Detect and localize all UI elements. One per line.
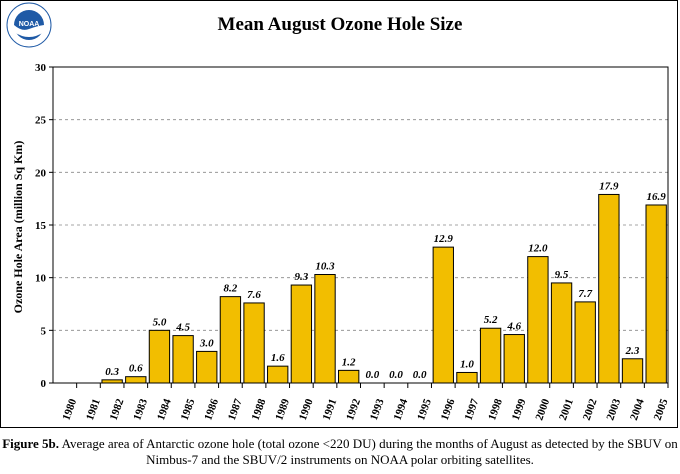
data-label: 8.2 xyxy=(224,283,238,295)
x-tick-label: 1993 xyxy=(368,397,387,422)
x-tick-label: 1994 xyxy=(392,397,411,422)
x-tick-label: 1982 xyxy=(108,397,127,422)
y-tick-label: 15 xyxy=(35,220,47,232)
caption-text: Average area of Antarctic ozone hole (to… xyxy=(61,436,678,467)
x-tick-label: 1985 xyxy=(179,397,198,422)
x-tick-label: 2002 xyxy=(581,397,600,422)
bar xyxy=(527,256,549,384)
data-label: 17.9 xyxy=(599,180,619,192)
data-label: 12.0 xyxy=(528,243,548,255)
x-tick-label: 1996 xyxy=(439,397,458,422)
data-label: 0.6 xyxy=(129,363,143,375)
data-label: 1.6 xyxy=(271,352,285,364)
bar xyxy=(338,369,360,384)
bars xyxy=(101,193,667,384)
x-tick-label: 2000 xyxy=(533,397,552,422)
x-tick-label: 2003 xyxy=(604,397,623,422)
x-tick-label: 1995 xyxy=(415,397,434,422)
bar xyxy=(621,358,644,384)
y-tick-label: 0 xyxy=(41,378,47,390)
bar xyxy=(314,274,336,384)
bar xyxy=(243,302,265,384)
bar xyxy=(196,350,218,384)
data-label: 0.0 xyxy=(413,369,427,381)
data-label: 0.3 xyxy=(105,366,119,378)
x-tick-label: 1989 xyxy=(273,397,292,422)
x-tick-label: 1992 xyxy=(344,397,363,422)
bar xyxy=(503,334,525,384)
bar xyxy=(290,284,313,384)
x-tick-label: 1998 xyxy=(486,397,505,422)
x-tick-label: 1983 xyxy=(131,397,150,422)
bar xyxy=(148,329,171,384)
grid-lines xyxy=(53,119,668,331)
bar xyxy=(267,365,289,384)
x-tick-label: 1986 xyxy=(202,397,221,422)
y-tick-label: 30 xyxy=(35,62,47,74)
data-label: 1.0 xyxy=(460,358,474,370)
bar xyxy=(598,193,620,384)
x-tick-label: 1981 xyxy=(84,397,103,422)
data-label: 5.2 xyxy=(484,314,498,326)
x-tick-label: 2001 xyxy=(557,397,576,422)
x-tick-label: 1999 xyxy=(510,397,529,422)
data-label: 2.3 xyxy=(625,345,640,357)
data-label: 10.3 xyxy=(315,261,335,273)
data-label: 9.5 xyxy=(555,269,569,281)
ozone-bar-chart: 0 5 10 15 20 25 30 1980 1981 1982 1983 1984 1985 1986… xyxy=(11,62,671,422)
x-tick-label: 1988 xyxy=(250,397,269,422)
x-tick-label: 1991 xyxy=(321,397,340,422)
bar xyxy=(219,296,242,384)
x-tick-label: 1980 xyxy=(60,397,79,422)
bar xyxy=(550,282,573,384)
data-label: 0.0 xyxy=(365,369,379,381)
bar xyxy=(172,335,194,384)
data-labels: 0.3 0.6 5.0 4.5 3.0 8.2 7.6 1.6 9.3 10.3 1.2 0.0 0.0… xyxy=(105,180,666,381)
x-tick-label: 1997 xyxy=(462,397,481,422)
bar xyxy=(574,301,596,384)
bar xyxy=(645,204,667,384)
x-tick-label: 1984 xyxy=(155,397,174,422)
y-tick-label: 5 xyxy=(41,325,47,337)
y-axis-label: Ozone Hole Area (million Sq Km) xyxy=(11,141,25,314)
noaa-logo: NOAA xyxy=(6,2,52,48)
data-label: 4.5 xyxy=(175,322,190,334)
logo-text: NOAA xyxy=(19,21,40,28)
data-label: 0.0 xyxy=(389,369,403,381)
data-label: 7.7 xyxy=(578,288,592,300)
data-label: 1.2 xyxy=(342,356,356,368)
x-tick-label: 1987 xyxy=(226,397,245,422)
x-tick-label: 1990 xyxy=(297,397,316,422)
chart-title: Mean August Ozone Hole Size xyxy=(217,14,463,35)
x-tick-label: 2004 xyxy=(628,397,647,422)
data-label: 5.0 xyxy=(153,316,167,328)
bar xyxy=(456,371,478,384)
data-label: 12.9 xyxy=(434,233,454,245)
bar xyxy=(432,246,454,384)
y-tick-label: 25 xyxy=(35,115,47,127)
data-label: 9.3 xyxy=(294,271,308,283)
x-tick-label: 2005 xyxy=(652,397,671,422)
y-tick-label: 10 xyxy=(35,273,47,285)
caption-label: Figure 5b. xyxy=(2,436,60,451)
data-label: 7.6 xyxy=(247,289,261,301)
data-label: 3.0 xyxy=(199,337,214,349)
bar xyxy=(125,376,147,384)
data-label: 4.6 xyxy=(506,321,521,333)
figure-caption: Figure 5b. Average area of Antarctic ozo… xyxy=(0,436,680,468)
y-tick-label: 20 xyxy=(35,167,47,179)
data-label: 16.9 xyxy=(647,191,667,203)
bar xyxy=(479,327,502,384)
